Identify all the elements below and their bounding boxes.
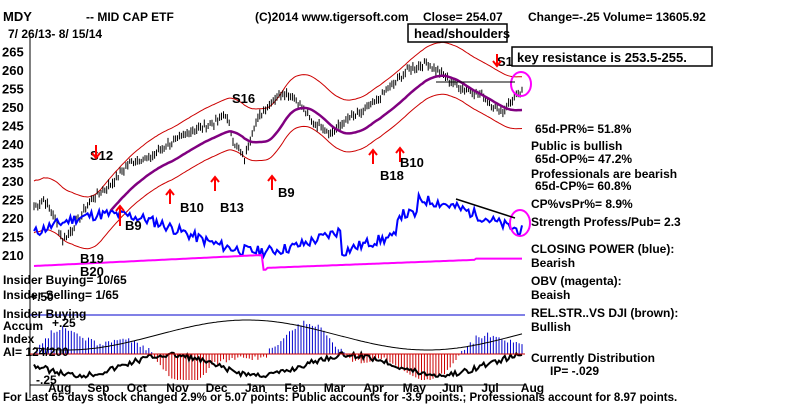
- signal-b13-label: B13: [220, 200, 244, 215]
- distribution-status: Currently Distribution: [531, 351, 655, 365]
- copyright-label: (C)2014 www.tigersoft.com: [255, 10, 409, 24]
- signal-s16-label: S16: [232, 91, 255, 106]
- price-tick-235: 235: [2, 155, 24, 170]
- key-resistance-label: key resistance is 253.5-255.: [517, 50, 687, 65]
- obv-status: Beaish: [531, 288, 570, 302]
- head-shoulders-box: [407, 23, 508, 43]
- index-label: Index: [3, 332, 35, 346]
- month-label-4: Dec: [206, 381, 228, 395]
- lower-band: [33, 93, 523, 250]
- signal-b18-label: B18: [380, 168, 404, 183]
- price-tick-labels: 210 215 220 225 230 235 240 245 250 255 260 265: [2, 44, 24, 263]
- rel-str-label: REL.STR..VS DJI (brown):: [531, 306, 678, 320]
- price-tick-250: 250: [2, 100, 24, 115]
- insider-selling-count: Insider Selling= 1/65: [3, 288, 119, 302]
- signal-b9-label: B9: [278, 185, 295, 200]
- rel-str-status: Bullish: [531, 320, 571, 334]
- accum-tick-mid: +.25: [52, 316, 76, 330]
- cp-downtrend-line: [455, 198, 516, 219]
- volume-readout: Volume= 13605.92: [603, 10, 706, 24]
- etf-name: -- MID CAP ETF: [86, 10, 174, 24]
- professionals-status: Professionals are bearish: [531, 167, 677, 181]
- bollinger-bands: [33, 41, 523, 250]
- public-status: Public is bullish: [531, 139, 622, 153]
- month-label-10: Jun: [442, 381, 463, 395]
- signal-b20-label: B20: [80, 264, 104, 279]
- price-tick-220: 220: [2, 211, 24, 226]
- price-highlight-circle: [510, 71, 532, 97]
- month-label-12: Aug: [521, 381, 544, 395]
- month-label-0: Aug: [48, 381, 71, 395]
- signal-b9-label: B9: [125, 218, 142, 233]
- month-label-2: Oct: [127, 381, 147, 395]
- accum-tick-lower: -.25: [36, 373, 57, 387]
- price-tick-240: 240: [2, 137, 24, 152]
- signal-arrowhead: [267, 174, 277, 182]
- cp-vs-pr: CP%vsPr%= 8.9%: [531, 197, 633, 211]
- upper-band: [33, 41, 523, 198]
- price-tick-255: 255: [2, 81, 24, 96]
- signal-arrowhead: [368, 148, 378, 156]
- insider-buying-label: Insider Buying: [3, 307, 86, 321]
- key-resistance-box: [511, 46, 713, 67]
- signal-arrowhead: [492, 60, 502, 68]
- month-label-8: Apr: [363, 381, 384, 395]
- closing-power-status: Bearish: [531, 256, 575, 270]
- date-range: 7/ 26/13- 8/ 15/14: [8, 27, 102, 41]
- month-label-1: Sep: [87, 381, 109, 395]
- month-label-5: Jan: [245, 381, 266, 395]
- ip-readout: IP= -.029: [550, 364, 599, 378]
- accum-tick-upper: +.50: [30, 290, 54, 304]
- signal-b10-label: B10: [180, 200, 204, 215]
- closing-power-line: [33, 190, 523, 260]
- rel-str-dji-line: [33, 350, 523, 379]
- month-label-9: May: [403, 381, 427, 395]
- month-label-6: Feb: [284, 381, 305, 395]
- footer-summary: For Last 65 days stock changed 2.9% or 5…: [3, 392, 677, 404]
- month-label-7: Mar: [324, 381, 346, 395]
- close-readout: Close= 254.07: [423, 10, 503, 24]
- signal-arrowhead: [210, 175, 220, 183]
- ai-readout: AI= 124/200: [3, 345, 69, 359]
- signal-arrowhead: [91, 152, 101, 160]
- obv-label: OBV (magenta):: [531, 274, 622, 288]
- price-tick-230: 230: [2, 174, 24, 189]
- accum-label: Accum: [3, 319, 43, 333]
- strength-ratio: Strength Profess/Pub= 2.3: [531, 215, 681, 229]
- month-label-11: Jul: [481, 381, 498, 395]
- rel-str-average-line: [33, 319, 523, 351]
- head-shoulders-label: head/shoulders: [414, 26, 510, 41]
- signal-b19-label: B19: [80, 251, 104, 266]
- closing-power-path: [33, 190, 523, 260]
- price-tick-210: 210: [2, 248, 24, 263]
- month-label-3: Nov: [166, 381, 189, 395]
- signal-arrowhead: [165, 188, 175, 196]
- ma-line: [109, 74, 523, 212]
- change-readout: Change=-.25: [528, 10, 600, 24]
- price-tick-225: 225: [2, 192, 24, 207]
- signal-arrowhead: [395, 146, 405, 154]
- cp-percent: 65d-CP%= 60.8%: [535, 179, 632, 193]
- relative-strength-lines: [33, 319, 523, 379]
- cp-highlight-circle: [509, 209, 531, 237]
- moving-average: [109, 74, 523, 212]
- obv-line: [33, 253, 522, 271]
- price-tick-245: 245: [2, 118, 24, 133]
- price-tick-260: 260: [2, 63, 24, 78]
- price-tick-265: 265: [2, 44, 24, 59]
- signal-b10-label: B10: [400, 155, 424, 170]
- insider-buying-count: Insider Buying= 10/65: [3, 273, 127, 287]
- symbol-label: MDY: [3, 9, 32, 24]
- obv-path: [33, 253, 522, 271]
- pr-percent: 65d-PR%= 51.8%: [535, 122, 632, 136]
- op-percent: 65d-OP%= 47.2%: [535, 152, 632, 166]
- signal-arrowhead: [115, 204, 125, 212]
- month-labels: Aug Sep Oct Nov Dec Jan Feb Mar Apr May Jun Jul Aug: [48, 381, 544, 395]
- price-tick-215: 215: [2, 229, 24, 244]
- closing-power-label: CLOSING POWER (blue):: [531, 242, 674, 256]
